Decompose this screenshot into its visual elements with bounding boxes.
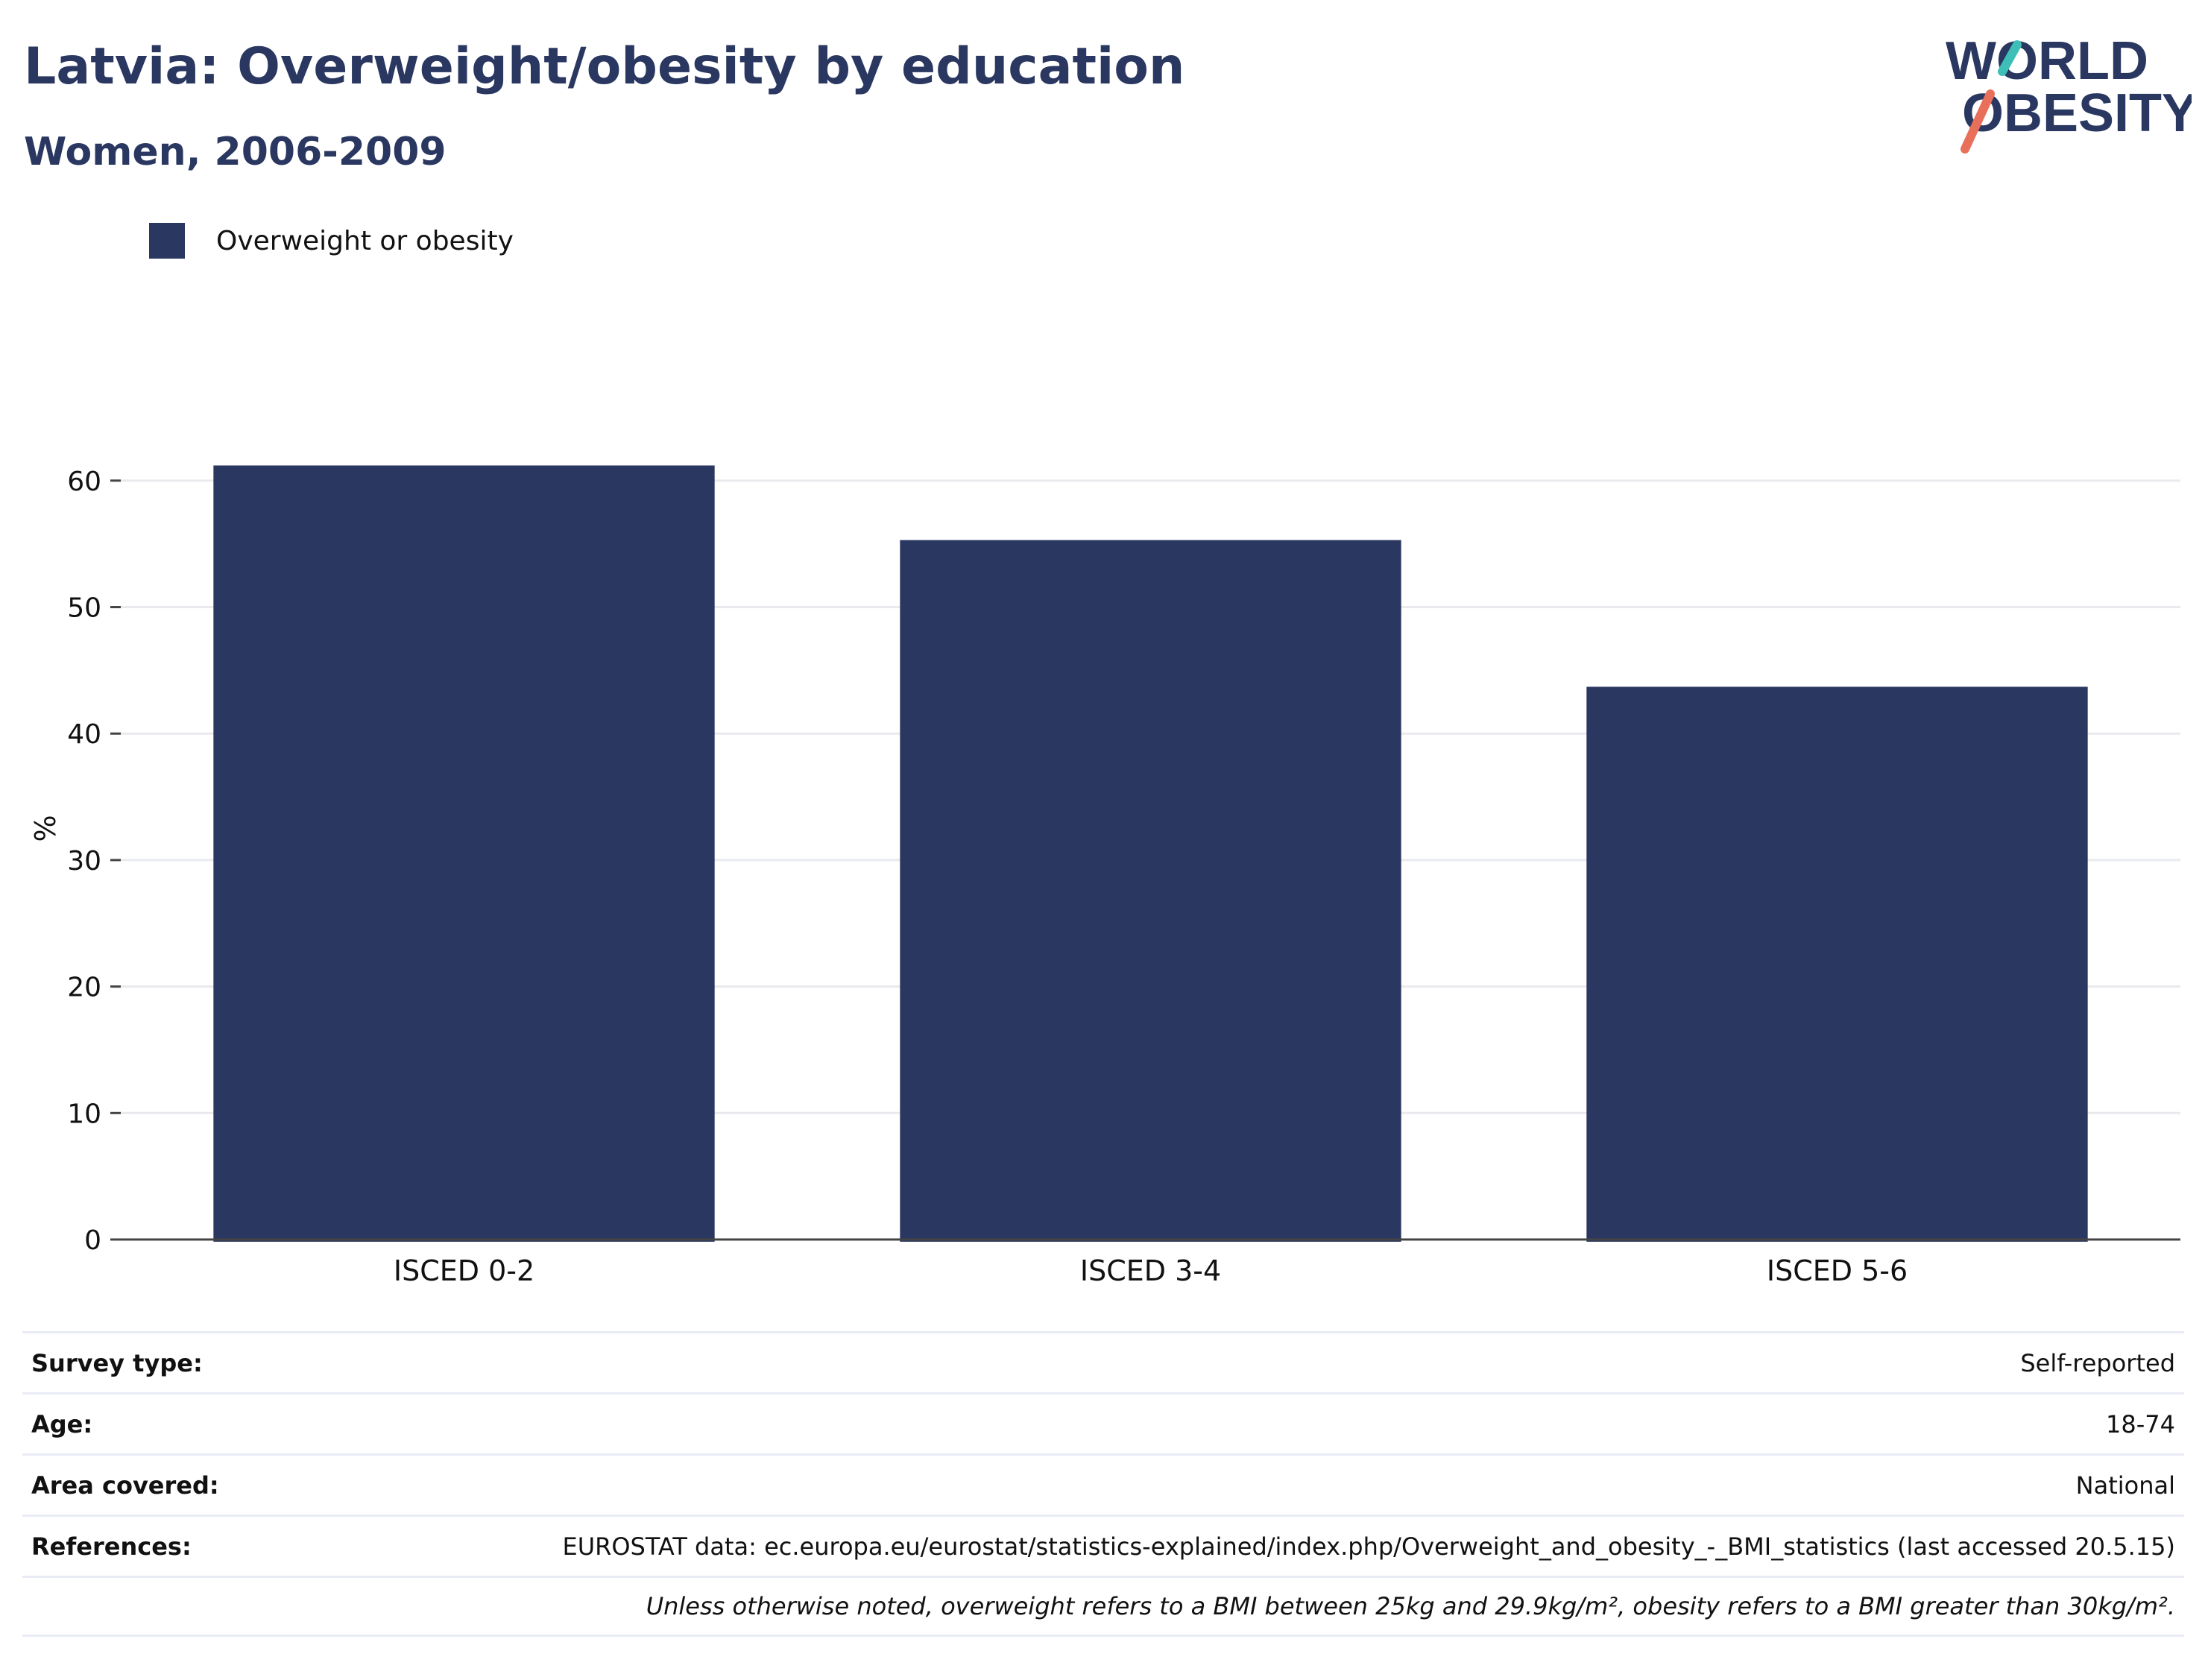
legend-swatch — [149, 223, 185, 259]
info-value: Self-reported — [2020, 1348, 2175, 1377]
info-key: Survey type: — [31, 1348, 203, 1377]
logo-slash-teal — [1998, 40, 2022, 76]
info-table: Survey type: Self-reported Age: 18-74 Ar… — [22, 1331, 2184, 1637]
logo-line-2: OBESITY — [1962, 83, 2192, 143]
bar — [900, 540, 1401, 1242]
info-row-references: References: EUROSTAT data: ec.europa.eu/… — [22, 1515, 2184, 1576]
y-tick-label: 10 — [67, 1099, 101, 1129]
y-tick-label: 40 — [67, 719, 101, 750]
page-title: Latvia: Overweight/obesity by education — [24, 37, 1185, 96]
info-value-references: EUROSTAT data: ec.europa.eu/eurostat/sta… — [562, 1532, 2175, 1561]
info-value: National — [2075, 1471, 2175, 1500]
y-axis-label: % — [29, 815, 62, 841]
info-value: 18-74 — [2106, 1409, 2175, 1439]
legend: Overweight or obesity — [149, 222, 514, 259]
y-tick-label: 60 — [67, 467, 101, 497]
bar-chart: 0 10 20 30 40 50 60% ISCED 0-2 ISCED 3-4 ISCED 5-… — [29, 465, 2180, 1287]
y-tick-label: 20 — [67, 973, 101, 1003]
info-row-age: Age: 18-74 — [22, 1392, 2184, 1453]
info-key: Area covered: — [31, 1471, 219, 1500]
world-obesity-logo: WORLD OBESITY — [1946, 31, 2192, 154]
logo-slash-coral — [1960, 89, 1995, 154]
bar — [213, 465, 715, 1242]
y-tick-label: 0 — [84, 1225, 101, 1256]
legend-label: Overweight or obesity — [216, 225, 514, 256]
info-row-area-covered: Area covered: National — [22, 1453, 2184, 1515]
x-tick-label: ISCED 0-2 — [394, 1254, 534, 1287]
bar — [1586, 686, 2088, 1242]
x-tick-label: ISCED 3-4 — [1080, 1254, 1221, 1287]
info-row-note: Unless otherwise noted, overweight refer… — [22, 1576, 2184, 1637]
info-key: Age: — [31, 1409, 93, 1439]
info-key: References: — [31, 1532, 192, 1561]
logo-line-1: WORLD — [1946, 31, 2148, 91]
x-tick-label: ISCED 5-6 — [1767, 1254, 1908, 1287]
info-row-survey-type: Survey type: Self-reported — [22, 1331, 2184, 1392]
bmi-definition-note: Unless otherwise noted, overweight refer… — [646, 1592, 2175, 1620]
y-tick-label: 50 — [67, 593, 101, 624]
y-tick-label: 30 — [67, 846, 101, 877]
page-subtitle: Women, 2006-2009 — [24, 130, 447, 174]
